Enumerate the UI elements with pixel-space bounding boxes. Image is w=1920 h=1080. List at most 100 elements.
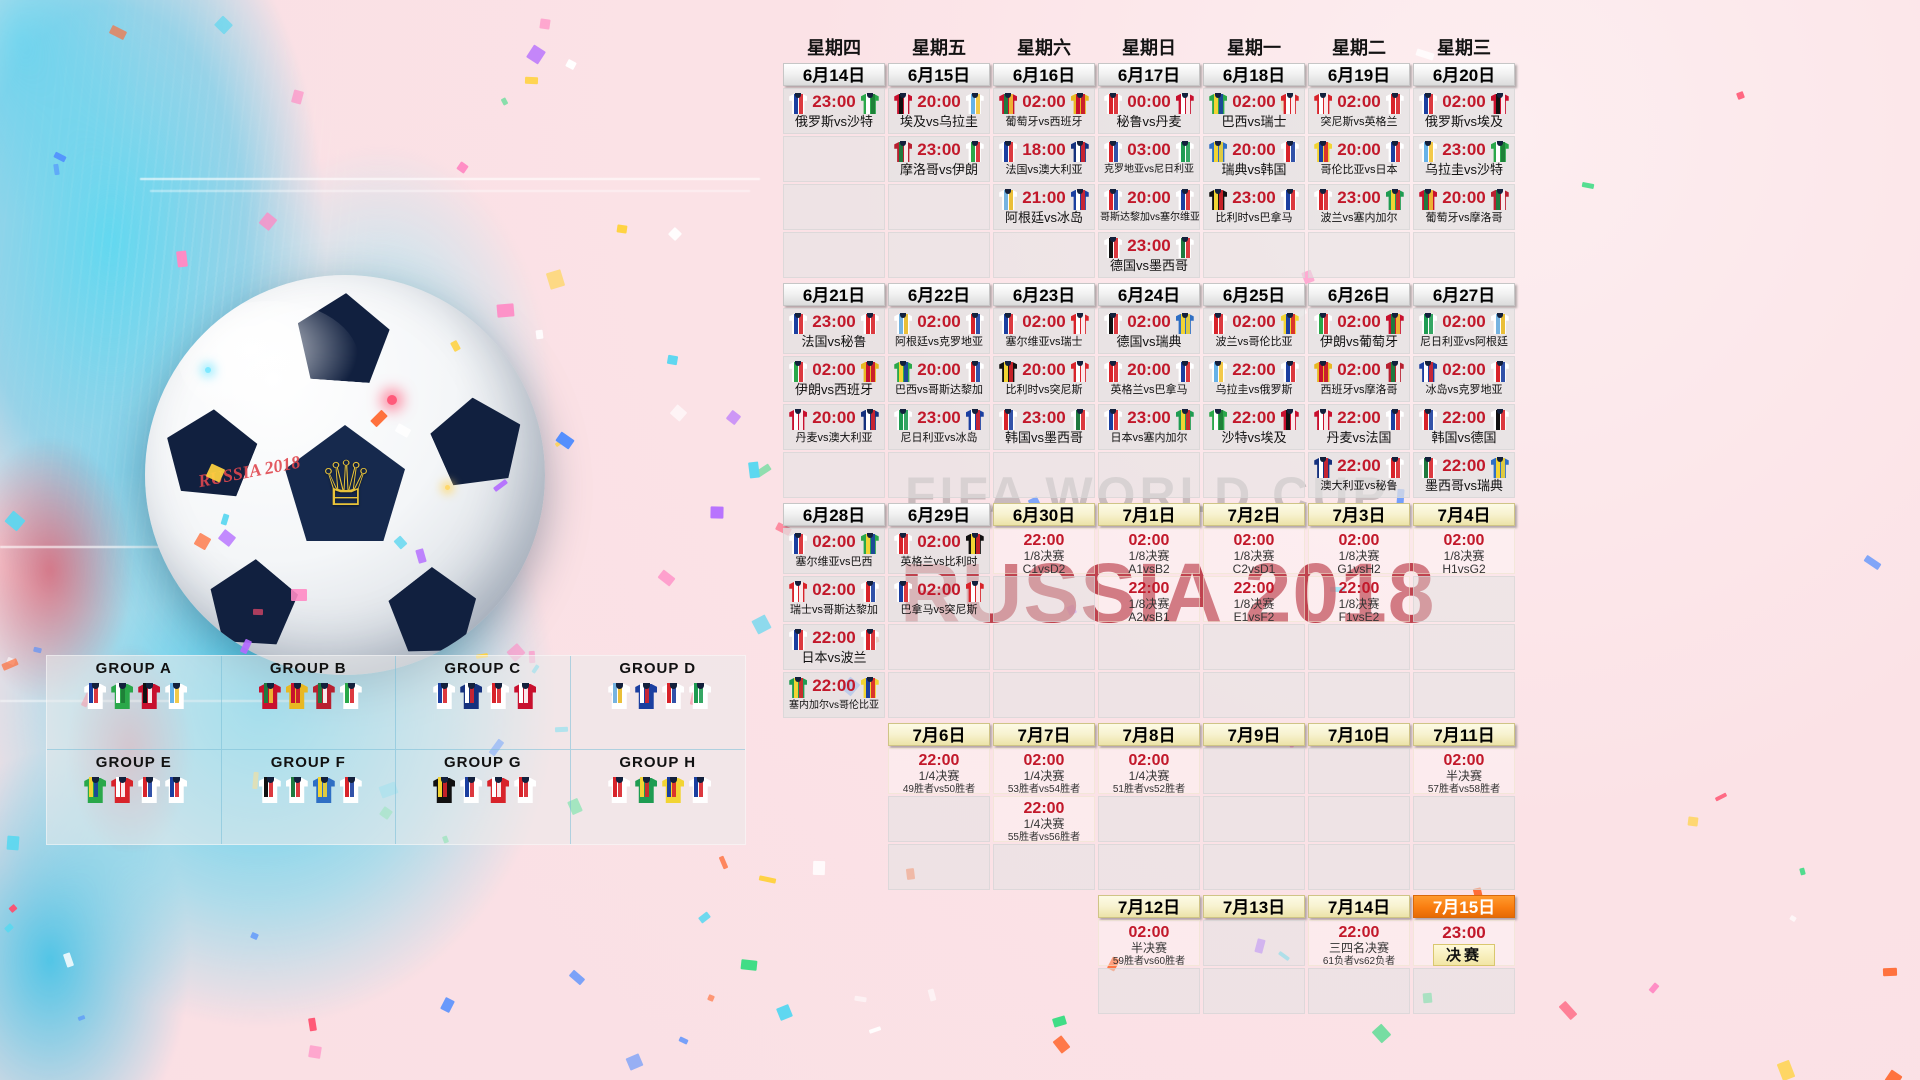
group-match-cell[interactable]: 02:00 波兰vs哥伦比亚 xyxy=(1203,308,1305,354)
date-header[interactable]: 7月15日 xyxy=(1413,895,1515,918)
knockout-match-cell[interactable]: 02:00 半决赛 57胜者vs58胜者 xyxy=(1413,748,1515,794)
group-match-cell[interactable]: 02:00 塞尔维亚vs瑞士 xyxy=(993,308,1095,354)
day-column-6月14日[interactable]: 6月14日 23:00 俄罗斯vs沙特 xyxy=(783,63,885,280)
day-column-7月4日[interactable]: 7月4日 02:00 1/8决赛 H1vsG2 xyxy=(1413,503,1515,720)
day-column-7月8日[interactable]: 7月8日 02:00 1/4决赛 51胜者vs52胜者 xyxy=(1098,723,1200,892)
knockout-match-cell[interactable]: 02:00 1/8决赛 C2vsD1 xyxy=(1203,528,1305,574)
group-box-group-c[interactable]: GROUP C xyxy=(396,656,571,750)
group-match-cell[interactable]: 00:00 秘鲁vs丹麦 xyxy=(1098,88,1200,134)
group-match-cell[interactable]: 02:00 突尼斯vs英格兰 xyxy=(1308,88,1410,134)
day-column-6月16日[interactable]: 6月16日 02:00 葡萄牙vs西班牙 18:00 法国vs澳大利亚 21:00 阿根廷v… xyxy=(993,63,1095,280)
group-match-cell[interactable]: 22:00 塞内加尔vs哥伦比亚 xyxy=(783,672,885,718)
date-header[interactable]: 6月26日 xyxy=(1308,283,1410,306)
date-header[interactable]: 6月15日 xyxy=(888,63,990,86)
group-match-cell[interactable]: 20:00 哥斯达黎加vs塞尔维亚 xyxy=(1098,184,1200,230)
knockout-match-cell[interactable]: 22:00 1/8决赛 F1vsE2 xyxy=(1308,576,1410,622)
date-header[interactable]: 6月23日 xyxy=(993,283,1095,306)
group-match-cell[interactable]: 23:00 韩国vs墨西哥 xyxy=(993,404,1095,450)
date-header[interactable]: 6月22日 xyxy=(888,283,990,306)
day-column-6月26日[interactable]: 6月26日 02:00 伊朗vs葡萄牙 02:00 西班牙vs摩洛哥 22:00 丹麦vs法… xyxy=(1308,283,1410,500)
day-column-6月29日[interactable]: 6月29日 02:00 英格兰vs比利时 02:00 巴拿马vs突尼斯 xyxy=(888,503,990,720)
knockout-match-cell[interactable]: 02:00 1/8决赛 H1vsG2 xyxy=(1413,528,1515,574)
day-column-6月18日[interactable]: 6月18日 02:00 巴西vs瑞士 20:00 瑞典vs韩国 23:00 比利时vs巴拿马 xyxy=(1203,63,1305,280)
date-header[interactable]: 7月14日 xyxy=(1308,895,1410,918)
date-header[interactable]: 6月20日 xyxy=(1413,63,1515,86)
date-header[interactable]: 7月3日 xyxy=(1308,503,1410,526)
group-match-cell[interactable]: 23:00 俄罗斯vs沙特 xyxy=(783,88,885,134)
group-match-cell[interactable]: 02:00 葡萄牙vs西班牙 xyxy=(993,88,1095,134)
date-header[interactable]: 7月6日 xyxy=(888,723,990,746)
date-header[interactable]: 7月12日 xyxy=(1098,895,1200,918)
knockout-match-cell[interactable]: 22:00 1/4决赛 55胜者vs56胜者 xyxy=(993,796,1095,842)
date-header[interactable]: 7月10日 xyxy=(1308,723,1410,746)
group-match-cell[interactable]: 23:00 日本vs塞内加尔 xyxy=(1098,404,1200,450)
date-header[interactable]: 6月24日 xyxy=(1098,283,1200,306)
day-column-6月27日[interactable]: 6月27日 02:00 尼日利亚vs阿根廷 02:00 冰岛vs克罗地亚 22:00 韩国v… xyxy=(1413,283,1515,500)
knockout-match-cell[interactable]: 22:00 1/4决赛 49胜者vs50胜者 xyxy=(888,748,990,794)
knockout-match-cell[interactable]: 02:00 1/8决赛 A1vsB2 xyxy=(1098,528,1200,574)
group-match-cell[interactable]: 22:00 澳大利亚vs秘鲁 xyxy=(1308,452,1410,498)
group-match-cell[interactable]: 20:00 英格兰vs巴拿马 xyxy=(1098,356,1200,402)
knockout-match-cell[interactable]: 22:00 1/8决赛 C1vsD2 xyxy=(993,528,1095,574)
group-match-cell[interactable]: 20:00 丹麦vs澳大利亚 xyxy=(783,404,885,450)
group-match-cell[interactable]: 02:00 俄罗斯vs埃及 xyxy=(1413,88,1515,134)
group-match-cell[interactable]: 22:00 乌拉圭vs俄罗斯 xyxy=(1203,356,1305,402)
group-match-cell[interactable]: 23:00 法国vs秘鲁 xyxy=(783,308,885,354)
group-match-cell[interactable]: 20:00 瑞典vs韩国 xyxy=(1203,136,1305,182)
group-match-cell[interactable]: 02:00 尼日利亚vs阿根廷 xyxy=(1413,308,1515,354)
day-column-6月17日[interactable]: 6月17日 00:00 秘鲁vs丹麦 03:00 克罗地亚vs尼日利亚 20:00 哥斯达黎… xyxy=(1098,63,1200,280)
knockout-match-cell[interactable]: 22:00 1/8决赛 A2vsB1 xyxy=(1098,576,1200,622)
group-match-cell[interactable]: 20:00 葡萄牙vs摩洛哥 xyxy=(1413,184,1515,230)
day-column-7月6日[interactable]: 7月6日 22:00 1/4决赛 49胜者vs50胜者 xyxy=(888,723,990,892)
day-column-6月23日[interactable]: 6月23日 02:00 塞尔维亚vs瑞士 20:00 比利时vs突尼斯 23:00 韩国vs… xyxy=(993,283,1095,500)
day-column-6月15日[interactable]: 6月15日 20:00 埃及vs乌拉圭 23:00 摩洛哥vs伊朗 xyxy=(888,63,990,280)
date-header[interactable]: 7月2日 xyxy=(1203,503,1305,526)
group-match-cell[interactable]: 02:00 西班牙vs摩洛哥 xyxy=(1308,356,1410,402)
group-match-cell[interactable]: 02:00 伊朗vs西班牙 xyxy=(783,356,885,402)
date-header[interactable]: 7月9日 xyxy=(1203,723,1305,746)
day-column-6月25日[interactable]: 6月25日 02:00 波兰vs哥伦比亚 22:00 乌拉圭vs俄罗斯 22:00 沙特vs… xyxy=(1203,283,1305,500)
day-column-6月28日[interactable]: 6月28日 02:00 塞尔维亚vs巴西 02:00 瑞士vs哥斯达黎加 22:00 日本v… xyxy=(783,503,885,720)
group-box-group-g[interactable]: GROUP G xyxy=(396,750,571,844)
day-column-7月11日[interactable]: 7月11日 02:00 半决赛 57胜者vs58胜者 xyxy=(1413,723,1515,892)
date-header[interactable]: 7月7日 xyxy=(993,723,1095,746)
day-column-7月13日[interactable]: 7月13日 xyxy=(1203,895,1305,1016)
knockout-match-cell[interactable]: 02:00 半决赛 59胜者vs60胜者 xyxy=(1098,920,1200,966)
knockout-match-cell[interactable]: 22:00 1/8决赛 E1vsF2 xyxy=(1203,576,1305,622)
group-match-cell[interactable]: 20:00 比利时vs突尼斯 xyxy=(993,356,1095,402)
day-column-6月24日[interactable]: 6月24日 02:00 德国vs瑞典 20:00 英格兰vs巴拿马 23:00 日本vs塞内… xyxy=(1098,283,1200,500)
knockout-match-cell[interactable]: 02:00 1/4决赛 51胜者vs52胜者 xyxy=(1098,748,1200,794)
group-match-cell[interactable]: 22:00 日本vs波兰 xyxy=(783,624,885,670)
group-match-cell[interactable]: 23:00 德国vs墨西哥 xyxy=(1098,232,1200,278)
date-header[interactable]: 6月17日 xyxy=(1098,63,1200,86)
group-match-cell[interactable]: 02:00 阿根廷vs克罗地亚 xyxy=(888,308,990,354)
date-header[interactable]: 6月25日 xyxy=(1203,283,1305,306)
group-box-group-h[interactable]: GROUP H xyxy=(571,750,746,844)
day-column-6月30日[interactable]: 6月30日 22:00 1/8决赛 C1vsD2 xyxy=(993,503,1095,720)
group-match-cell[interactable]: 02:00 巴拿马vs突尼斯 xyxy=(888,576,990,622)
day-column-7月9日[interactable]: 7月9日 xyxy=(1203,723,1305,892)
knockout-match-cell[interactable]: 02:00 1/4决赛 53胜者vs54胜者 xyxy=(993,748,1095,794)
group-box-group-b[interactable]: GROUP B xyxy=(221,656,396,750)
group-match-cell[interactable]: 23:00 乌拉圭vs沙特 xyxy=(1413,136,1515,182)
group-box-group-d[interactable]: GROUP D xyxy=(570,656,745,750)
day-column-7月7日[interactable]: 7月7日 02:00 1/4决赛 53胜者vs54胜者 22:00 1/4决赛 55胜者vs… xyxy=(993,723,1095,892)
group-match-cell[interactable]: 18:00 法国vs澳大利亚 xyxy=(993,136,1095,182)
group-match-cell[interactable]: 03:00 克罗地亚vs尼日利亚 xyxy=(1098,136,1200,182)
date-header[interactable]: 7月13日 xyxy=(1203,895,1305,918)
date-header[interactable]: 6月29日 xyxy=(888,503,990,526)
group-box-group-f[interactable]: GROUP F xyxy=(222,750,396,844)
final-match-cell[interactable]: 23:00 决赛 xyxy=(1413,920,1515,966)
day-column-6月20日[interactable]: 6月20日 02:00 俄罗斯vs埃及 23:00 乌拉圭vs沙特 20:00 葡萄牙vs摩… xyxy=(1413,63,1515,280)
group-match-cell[interactable]: 02:00 德国vs瑞典 xyxy=(1098,308,1200,354)
date-header[interactable]: 7月4日 xyxy=(1413,503,1515,526)
day-column-7月1日[interactable]: 7月1日 02:00 1/8决赛 A1vsB2 22:00 1/8决赛 A2vsB1 xyxy=(1098,503,1200,720)
date-header[interactable]: 6月27日 xyxy=(1413,283,1515,306)
group-match-cell[interactable]: 23:00 摩洛哥vs伊朗 xyxy=(888,136,990,182)
date-header[interactable]: 6月28日 xyxy=(783,503,885,526)
group-match-cell[interactable]: 02:00 伊朗vs葡萄牙 xyxy=(1308,308,1410,354)
group-match-cell[interactable]: 22:00 墨西哥vs瑞典 xyxy=(1413,452,1515,498)
day-column-6月22日[interactable]: 6月22日 02:00 阿根廷vs克罗地亚 20:00 巴西vs哥斯达黎加 23:00 尼日… xyxy=(888,283,990,500)
day-column-7月2日[interactable]: 7月2日 02:00 1/8决赛 C2vsD1 22:00 1/8决赛 E1vsF2 xyxy=(1203,503,1305,720)
group-match-cell[interactable]: 02:00 瑞士vs哥斯达黎加 xyxy=(783,576,885,622)
